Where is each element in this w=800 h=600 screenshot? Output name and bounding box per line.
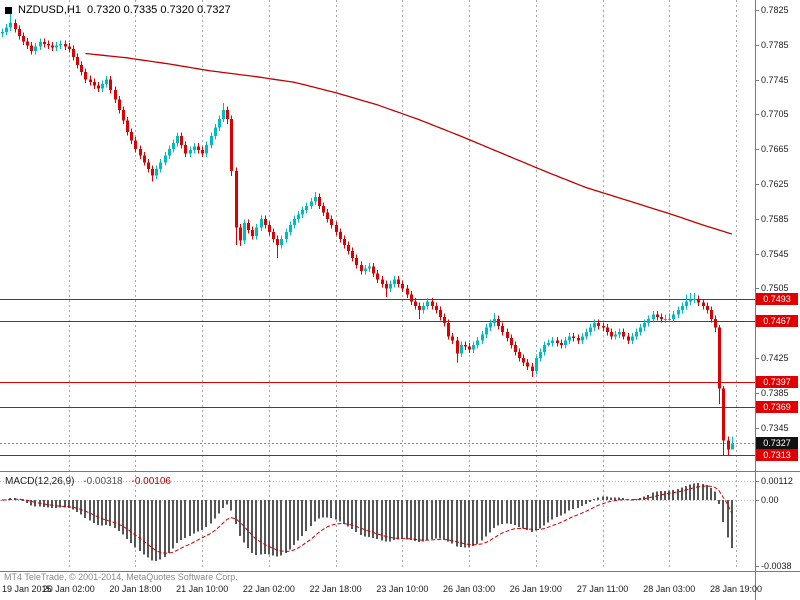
level-price-tag: 0.7493	[756, 292, 798, 305]
time-label: 28 Jan 19:00	[709, 584, 763, 594]
price-tick-label: 0.7745	[761, 74, 789, 85]
time-label: 27 Jan 11:00	[576, 584, 629, 594]
macd-tick-label: 0.00112	[761, 475, 793, 486]
time-label: 28 Jan 03:00	[643, 584, 696, 594]
level-price-tag: 0.7369	[756, 400, 798, 413]
chart-title: NZDUSD,H1 0.7320 0.7335 0.7320 0.7327	[5, 4, 231, 16]
macd-histogram	[1, 483, 733, 562]
ma-line	[85, 52, 732, 235]
price-tick-label: 0.7505	[761, 283, 789, 294]
time-label: 19 Jan 2015	[2, 584, 52, 594]
current-price-tag: 0.7327	[756, 437, 798, 450]
price-tick-label: 0.7545	[761, 248, 789, 259]
level-price-tag: 0.7313	[756, 449, 798, 462]
candle-series	[1, 11, 734, 456]
price-tick-label: 0.7785	[761, 39, 789, 50]
time-label: 20 Jan 02:00	[42, 584, 95, 594]
price-tick-label: 0.7425	[761, 353, 789, 363]
macd-value-axis[interactable]: 0.00112 0.00 -0.0038	[755, 473, 800, 572]
price-tick-label: 0.7625	[761, 179, 789, 189]
price-axis[interactable]: 0.7825 0.7785 0.7745 0.7705 0.7665 0.7625 0.75…	[755, 0, 800, 471]
price-tick-label: 0.7385	[761, 387, 789, 398]
price-tick-label: 0.7585	[761, 213, 789, 224]
macd-tick-label: 0.00	[761, 495, 779, 505]
macd-signal-value: -0.00106	[131, 476, 171, 487]
price-tick-label: 0.7345	[761, 422, 789, 433]
macd-tick-label: -0.0038	[761, 560, 792, 571]
level-lines	[0, 299, 755, 456]
macd-main-value: -0.00318	[83, 476, 123, 487]
level-price-tag: 0.7467	[756, 315, 798, 328]
macd-signal-line	[1, 485, 733, 554]
ohlc-values: 0.7320 0.7335 0.7320 0.7327	[86, 4, 231, 16]
price-tick-label: 0.7705	[761, 109, 789, 120]
macd-indicator-title: MACD(12,26,9) -0.00318 -0.00106	[5, 476, 177, 487]
time-label: 22 Jan 18:00	[309, 584, 362, 594]
symbol-period-label: NZDUSD,H1	[18, 4, 81, 16]
level-price-tag: 0.7397	[756, 376, 798, 389]
time-label: 22 Jan 02:00	[242, 584, 295, 594]
macd-label: MACD(12,26,9)	[5, 476, 75, 487]
chart-symbol-icon	[5, 6, 12, 14]
time-label: 20 Jan 18:00	[109, 584, 162, 594]
time-label: 21 Jan 10:00	[176, 584, 229, 594]
time-label: 26 Jan 03:00	[443, 584, 496, 594]
time-axis[interactable]: 19 Jan 2015 20 Jan 02:00 20 Jan 18:00 21 Ja…	[0, 572, 762, 600]
price-tick-label: 0.7665	[761, 144, 789, 155]
time-label: 23 Jan 10:00	[376, 584, 429, 594]
price-tick-label: 0.7825	[761, 5, 789, 15]
copyright-notice: MT4 TeleTrade, © 2001-2014, MetaQuotes S…	[4, 572, 238, 582]
time-label: 26 Jan 19:00	[509, 584, 562, 594]
